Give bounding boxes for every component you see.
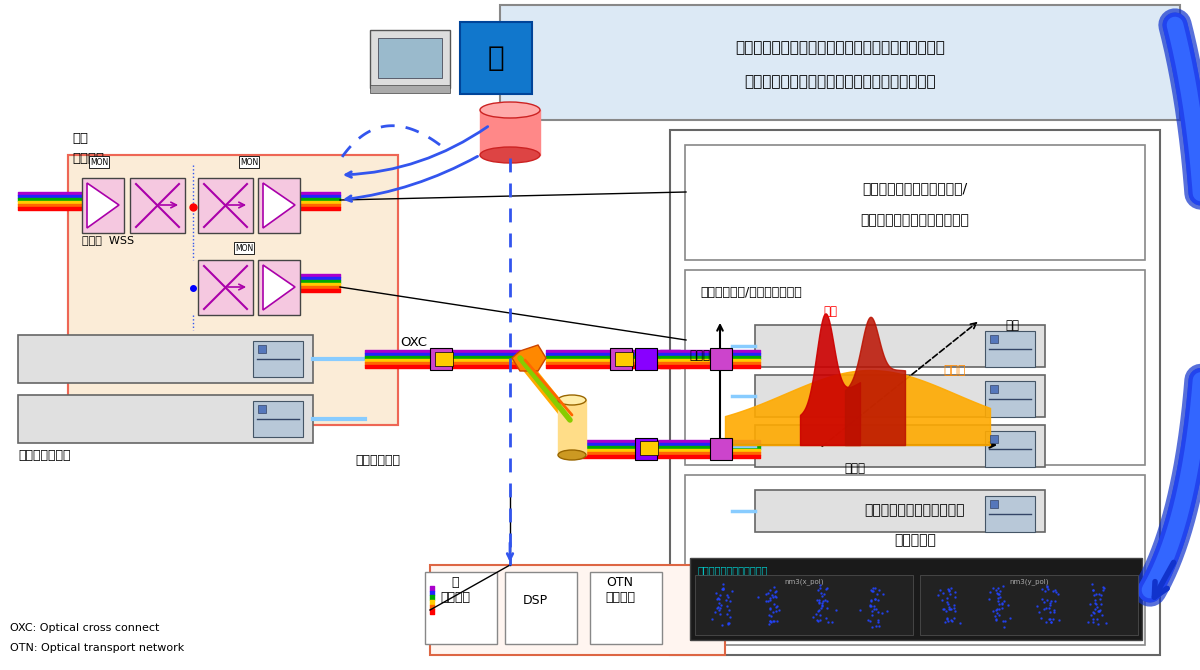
Text: OXC: OXC (400, 336, 427, 348)
Text: ノイズ: ノイズ (943, 364, 966, 377)
Bar (370, 85, 450, 93)
Ellipse shape (558, 395, 586, 405)
Text: 光スペクトル/光信号品質情報: 光スペクトル/光信号品質情報 (700, 285, 802, 299)
Text: 光パスの受信端点の情報の: 光パスの受信端点の情報の (865, 503, 965, 517)
Bar (253, 401, 302, 437)
Text: 周波数: 周波数 (845, 462, 865, 475)
Bar (755, 490, 1045, 532)
Polygon shape (263, 265, 295, 310)
Bar (985, 431, 1034, 467)
Bar (685, 475, 1145, 645)
Text: MON: MON (235, 243, 253, 253)
Text: コンスタレーションデータ: コンスタレーションデータ (698, 565, 768, 575)
Bar (690, 558, 1142, 640)
Bar (68, 155, 398, 425)
Bar (755, 375, 1045, 417)
Text: 受信端点情報・各中継区間情報・伝送網構成情報を: 受信端点情報・各中継区間情報・伝送網構成情報を (736, 40, 944, 56)
Text: 新規: 新規 (72, 131, 88, 145)
Bar (425, 572, 497, 644)
Bar (18, 335, 313, 383)
Text: 各中継区間の光スペクトル/: 各中継区間の光スペクトル/ (863, 181, 967, 195)
Bar (130, 178, 185, 233)
Text: OTN: Optical transport network: OTN: Optical transport network (10, 643, 185, 653)
Text: 収集・解析: 収集・解析 (894, 533, 936, 547)
Bar (68, 155, 398, 425)
Bar (253, 341, 302, 377)
Text: パワー: パワー (689, 348, 710, 362)
Text: nm3(y_pol): nm3(y_pol) (1009, 579, 1049, 586)
Bar (920, 575, 1138, 635)
Bar (370, 30, 450, 88)
Bar (258, 178, 300, 233)
Bar (198, 178, 253, 233)
Bar (500, 5, 1180, 120)
Bar (18, 395, 313, 443)
Text: OXC: Optical cross connect: OXC: Optical cross connect (10, 623, 160, 633)
Text: モニタ部: モニタ部 (72, 151, 104, 165)
Bar (258, 405, 266, 413)
Ellipse shape (558, 450, 586, 460)
Polygon shape (263, 183, 295, 228)
Polygon shape (512, 345, 546, 371)
Text: 🧠: 🧠 (487, 44, 504, 72)
Bar (378, 38, 442, 78)
Text: 光
デバイス: 光 デバイス (440, 576, 470, 604)
Ellipse shape (480, 102, 540, 118)
Ellipse shape (480, 147, 540, 163)
Bar (198, 260, 253, 315)
Bar (695, 575, 913, 635)
Text: アンプ  WSS: アンプ WSS (82, 235, 134, 245)
Text: MON: MON (240, 157, 258, 167)
Text: DSP: DSP (522, 594, 547, 606)
Bar (258, 260, 300, 315)
Text: 信号: 信号 (823, 305, 838, 318)
Bar (985, 381, 1034, 417)
Text: nm3(x_pol): nm3(x_pol) (785, 579, 823, 586)
Text: MON: MON (90, 157, 108, 167)
Text: 時間: 時間 (1006, 318, 1019, 332)
Bar (990, 385, 998, 393)
Polygon shape (88, 183, 119, 228)
Bar (710, 348, 732, 370)
Bar (990, 435, 998, 443)
Bar (430, 565, 725, 655)
Bar (635, 348, 658, 370)
Bar (640, 441, 658, 455)
Bar (590, 572, 662, 644)
Bar (685, 145, 1145, 260)
Text: トランスポンダ: トランスポンダ (18, 448, 71, 462)
Bar (610, 348, 632, 370)
Text: 局間ファイバ: 局間ファイバ (355, 454, 400, 466)
Bar (985, 331, 1034, 367)
Bar (755, 325, 1045, 367)
Bar (635, 438, 658, 460)
Bar (755, 425, 1045, 467)
Text: OTN
フレーマ: OTN フレーマ (605, 576, 635, 604)
Bar (710, 438, 732, 460)
Bar (460, 22, 532, 94)
Bar (670, 130, 1160, 655)
Bar (430, 348, 452, 370)
Bar (985, 496, 1034, 532)
Bar (505, 572, 577, 644)
Bar (82, 178, 124, 233)
Bar (436, 352, 454, 366)
Bar (616, 352, 634, 366)
Text: 組み合せて解析を行う高精度予兆部位特定技術: 組み合せて解析を行う高精度予兆部位特定技術 (744, 74, 936, 90)
Bar (685, 270, 1145, 465)
Bar (990, 335, 998, 343)
Bar (990, 500, 998, 508)
Text: 光信号品質情報の収集・解析: 光信号品質情報の収集・解析 (860, 213, 970, 227)
Bar (258, 345, 266, 353)
